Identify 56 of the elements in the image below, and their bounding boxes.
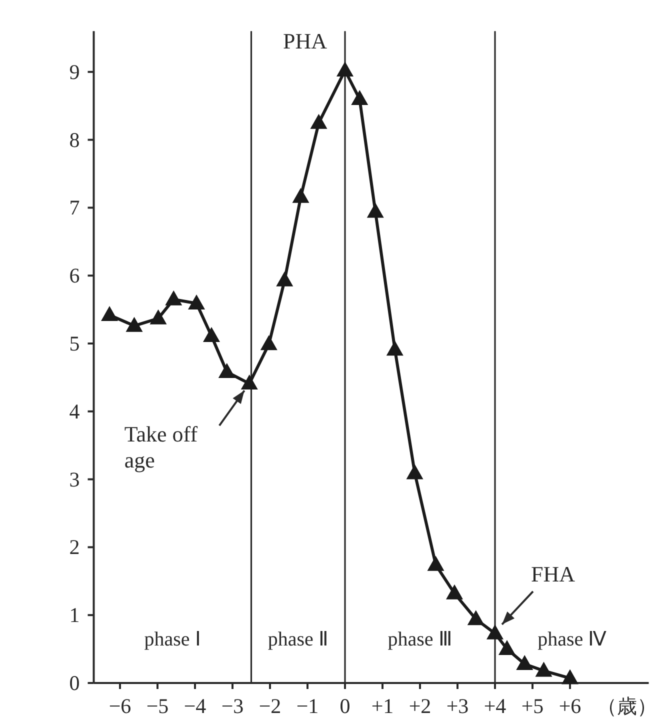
point (427, 556, 444, 571)
point (366, 202, 384, 218)
point (467, 610, 484, 626)
y-tick-label: 3 (69, 467, 80, 492)
x-tick-label: +1 (371, 694, 394, 718)
point (218, 363, 236, 378)
annotation: PHA (282, 28, 328, 54)
point (562, 669, 578, 684)
x-tick-label: −4 (184, 694, 207, 718)
point (188, 294, 205, 310)
point (101, 306, 118, 321)
x-tick-label: −1 (296, 694, 319, 718)
x-axis-title: （歳） (596, 696, 657, 718)
x-tick-label: +4 (484, 694, 507, 718)
annotation: phase Ⅲ (388, 628, 452, 651)
annotation: phase Ⅱ (268, 628, 328, 651)
x-tick-label: +2 (408, 694, 432, 718)
point (126, 316, 143, 332)
x-tick-label: −5 (146, 694, 169, 718)
x-tick-label: +3 (446, 694, 469, 718)
y-tick-label: 6 (69, 264, 80, 288)
point (386, 340, 404, 356)
annotation: Take off age (124, 422, 198, 473)
point (292, 188, 310, 203)
point (150, 309, 167, 324)
x-tick-label: +5 (521, 694, 544, 718)
point (498, 640, 516, 656)
x-tick-label: −6 (108, 694, 132, 718)
point (486, 624, 504, 640)
point (203, 327, 220, 342)
y-tick-label: 8 (69, 128, 80, 152)
y-tick-label: 0 (69, 671, 80, 695)
point (310, 114, 328, 129)
y-tick-label: 7 (69, 196, 80, 220)
point (446, 584, 463, 600)
point (336, 62, 354, 77)
y-tick-label: 2 (69, 535, 80, 560)
point (276, 271, 294, 286)
x-tick-label: −3 (221, 694, 244, 718)
x-tick-label: 0 (340, 694, 350, 718)
x-tick-label: +6 (558, 694, 582, 718)
point (516, 654, 534, 670)
point (406, 464, 424, 480)
point (240, 374, 258, 390)
annotation: FHA (530, 561, 576, 586)
point (260, 335, 278, 350)
y-tick-label: 1 (69, 603, 80, 628)
y-tick-label: 4 (69, 399, 80, 424)
point (165, 290, 182, 306)
annotation: phase Ⅰ (144, 628, 201, 651)
x-tick-label: −2 (258, 694, 282, 718)
y-tick-label: 9 (69, 60, 80, 84)
y-tick-label: 5 (69, 332, 80, 356)
point (535, 662, 552, 677)
point (351, 90, 368, 106)
annotation: phase Ⅳ (538, 628, 608, 651)
